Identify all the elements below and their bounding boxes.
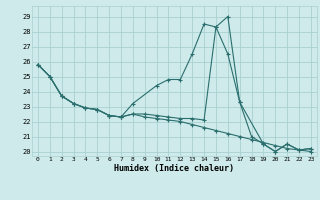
X-axis label: Humidex (Indice chaleur): Humidex (Indice chaleur)	[115, 164, 234, 173]
